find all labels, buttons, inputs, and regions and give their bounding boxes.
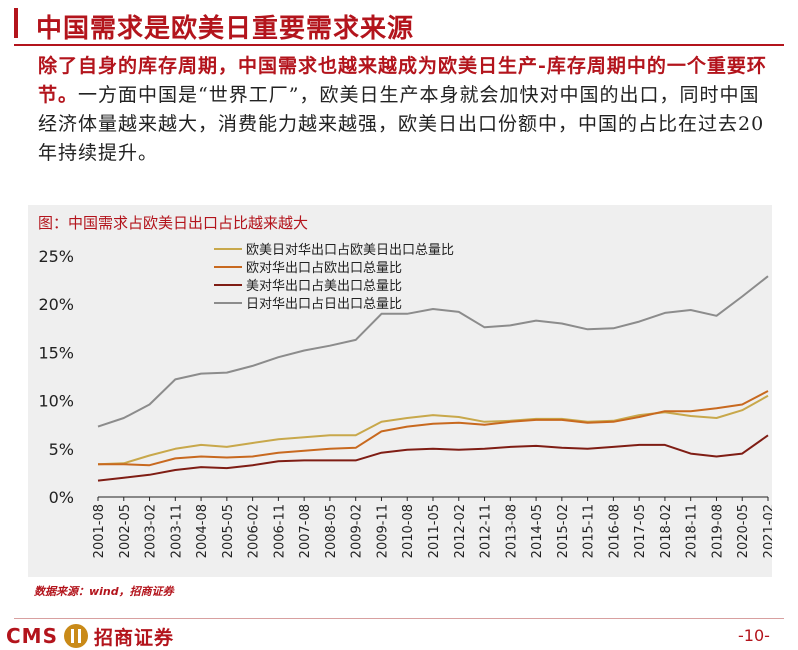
x-tick-label: 2012-11 — [479, 504, 494, 558]
logo-company-name: 招商证券 — [93, 626, 174, 649]
page-number: -10- — [738, 626, 770, 645]
legend-label-1: 欧美日对华出口占欧美日出口总量比 — [246, 243, 454, 258]
y-tick-label: 0% — [49, 488, 74, 507]
x-tick-label: 2010-08 — [401, 504, 416, 558]
series-line-3 — [97, 434, 769, 482]
page-title: 中国需求是欧美日重要需求来源 — [36, 14, 415, 44]
y-tick-label: 20% — [38, 295, 74, 314]
x-tick-label: 2014-05 — [530, 504, 545, 558]
intro-emphasis: 除了自身的库存周期，中国需求也越来越成为欧美日生产-库存周期中的一个重要环节。 — [38, 55, 767, 106]
x-tick-label: 2015-02 — [556, 504, 571, 558]
y-tick-label: 25% — [38, 247, 74, 266]
intro-text: 一方面中国是“世界工厂”，欧美日生产本身就会加快对中国的出口，同时中国经济体量越… — [38, 84, 765, 164]
company-logo: CMS 招商证券 — [6, 624, 174, 649]
y-tick-label: 5% — [49, 440, 74, 459]
logo-cms-text: CMS — [6, 624, 58, 648]
x-tick-label: 2016-08 — [607, 504, 622, 558]
legend-label-2: 欧对华出口占欧出口总量比 — [246, 261, 402, 276]
x-tick-label: 2001-08 — [92, 504, 107, 558]
x-tick-label: 2021-02 — [762, 504, 772, 558]
x-tick-label: 2006-02 — [247, 504, 262, 558]
x-tick-label: 2002-05 — [118, 504, 133, 558]
legend-label-4: 日对华出口占日出口总量比 — [246, 297, 402, 312]
x-tick-label: 2003-02 — [144, 504, 159, 558]
legend-label-3: 美对华出口占美出口总量比 — [246, 279, 402, 294]
x-tick-label: 2004-08 — [195, 504, 210, 558]
series-line-2 — [98, 390, 769, 467]
x-tick-label: 2015-11 — [582, 504, 597, 558]
x-tick-label: 2009-02 — [350, 504, 365, 558]
line-chart: 0% 5% 10% 15% 20% 25% 2001-08 2002-05 2003-02 200… — [38, 243, 772, 558]
title-rule — [14, 44, 784, 46]
x-tick-label: 2005-05 — [221, 504, 236, 558]
footer-rule — [14, 618, 784, 619]
x-tick-label: 2011-05 — [427, 504, 442, 558]
x-tick-label: 2012-02 — [453, 504, 468, 558]
x-tick-label: 2018-11 — [685, 504, 700, 558]
x-tick-label: 2007-08 — [298, 504, 313, 558]
source-note: 数据来源：wind，招商证券 — [34, 585, 174, 598]
series-line-4 — [97, 275, 769, 428]
x-tick-label: 2013-08 — [504, 504, 519, 558]
y-tick-label: 15% — [38, 343, 74, 362]
x-tick-label: 2020-05 — [736, 504, 751, 558]
x-tick-label: 2009-11 — [375, 504, 390, 558]
series-line-1 — [97, 394, 769, 466]
x-tick-label: 2017-05 — [633, 504, 648, 558]
logo-emblem-icon — [63, 624, 88, 648]
chart-title: 图：中国需求占欧美日出口占比越来越大 — [38, 214, 309, 232]
intro-paragraph: 除了自身的库存周期，中国需求也越来越成为欧美日生产-库存周期中的一个重要环节。一… — [38, 52, 778, 168]
x-tick-label: 2019-08 — [710, 504, 725, 558]
x-tick-label: 2008-05 — [324, 504, 339, 558]
y-tick-label: 10% — [38, 392, 74, 411]
x-tick-label: 2018-02 — [659, 504, 674, 558]
title-bar: 中国需求是欧美日重要需求来源 — [14, 4, 784, 44]
title-accent — [14, 8, 18, 38]
x-tick-label: 2003-11 — [169, 504, 184, 558]
chart-panel — [28, 205, 772, 577]
x-tick-label: 2006-11 — [272, 504, 287, 558]
